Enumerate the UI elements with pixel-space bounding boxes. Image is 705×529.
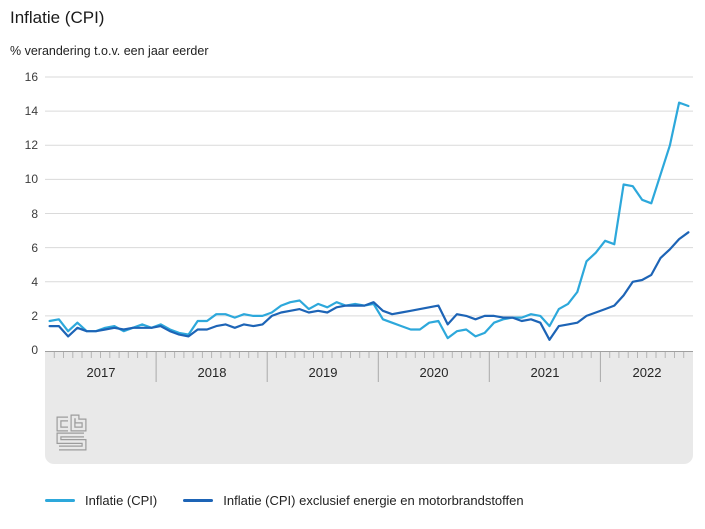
page-title: Inflatie (CPI) — [10, 8, 105, 27]
core-cpi-line — [48, 231, 690, 341]
year-label: 2018 — [197, 365, 227, 380]
chart-subtitle: % verandering t.o.v. een jaar eerder — [10, 44, 209, 58]
legend-label-cpi: Inflatie (CPI) — [85, 493, 158, 508]
legend-item-cpi[interactable]: Inflatie (CPI) — [45, 493, 157, 508]
x-axis-timeline-band[interactable]: 2017 2018 2019 2020 2021 2022 — [45, 351, 693, 464]
line-chart — [45, 76, 693, 341]
legend-item-core-cpi[interactable]: Inflatie (CPI) exclusief energie en moto… — [183, 493, 524, 508]
year-label: 2022 — [632, 365, 662, 380]
year-label: 2017 — [86, 365, 116, 380]
legend: Inflatie (CPI) Inflatie (CPI) exclusief … — [45, 493, 524, 508]
x-axis-ticks — [53, 352, 685, 382]
year-label: 2019 — [308, 365, 338, 380]
cpi-line-swatch — [45, 499, 75, 502]
legend-label-core-cpi: Inflatie (CPI) exclusief energie en moto… — [223, 493, 524, 508]
year-label: 2021 — [530, 365, 560, 380]
year-label: 2020 — [419, 365, 449, 380]
cbs-logo-icon — [56, 414, 87, 451]
core-cpi-line-swatch — [183, 499, 214, 502]
